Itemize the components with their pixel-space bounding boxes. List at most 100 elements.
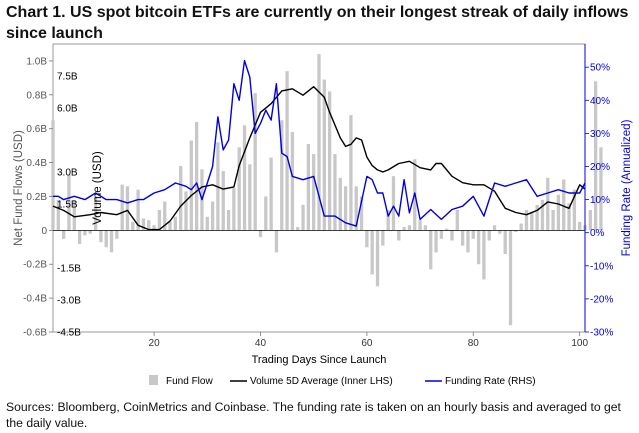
fund-flow-bar xyxy=(205,216,209,231)
fund-flow-bar xyxy=(519,223,523,231)
inner-tick-label: 6.0B xyxy=(57,104,78,115)
fund-flow-bar xyxy=(524,210,529,231)
fund-flow-bar xyxy=(290,132,295,231)
fund-flow-bar xyxy=(221,171,225,231)
fund-flow-bar xyxy=(152,225,156,231)
fund-flow-bar xyxy=(588,210,592,231)
x-axis-label: Trading Days Since Launch xyxy=(252,354,387,366)
fund-flow-bar xyxy=(508,230,513,326)
fund-flow-bar xyxy=(375,230,380,287)
left-tick-label: 0.4B xyxy=(26,158,47,169)
fund-flow-bar xyxy=(556,194,561,231)
fund-flow-bar xyxy=(567,203,571,231)
fund-flow-bar xyxy=(83,230,87,236)
fund-flow-bar xyxy=(296,226,300,231)
fund-flow-bar xyxy=(386,210,390,231)
fund-flow-bar xyxy=(365,230,369,248)
fund-flow-bar xyxy=(179,165,183,231)
right-tick-label: 50% xyxy=(590,63,610,74)
fund-flow-bar xyxy=(168,221,172,231)
inner-tick-label: -4.5B xyxy=(57,328,81,339)
fund-flow-bar xyxy=(535,204,539,231)
volume-5d-average-line xyxy=(52,86,586,231)
fund-flow-bar xyxy=(120,184,124,231)
fund-flow-bar xyxy=(402,226,406,231)
left-tick-label: -0.2B xyxy=(23,260,47,271)
fund-flow-bar xyxy=(333,154,337,231)
fund-flow-bar xyxy=(104,230,108,248)
fund-flow-bar xyxy=(599,147,603,231)
x-tick-label: 60 xyxy=(361,338,373,349)
fund-flow-bar xyxy=(232,188,236,231)
fund-flow-bar xyxy=(125,186,130,231)
inner-axis-label: Volume (USD) xyxy=(92,151,104,225)
fund-flow-bar xyxy=(551,210,555,231)
left-tick-label: 0 xyxy=(41,226,47,237)
fund-flow-bar xyxy=(317,54,321,231)
fund-flow-bar xyxy=(226,210,231,231)
fund-flow-bar xyxy=(56,199,60,231)
fund-flow-bar xyxy=(498,230,502,234)
fund-flow-bar xyxy=(349,115,353,231)
fund-flow-bar xyxy=(429,230,433,270)
fund-flow-bar xyxy=(460,230,465,246)
fund-flow-bar xyxy=(136,189,140,231)
inner-tick-label: -1.5B xyxy=(57,264,81,275)
right-tick-label: 0% xyxy=(590,228,605,239)
fund-flow-bar xyxy=(312,154,316,231)
fund-flow-bar xyxy=(280,120,284,231)
fund-flow-bar xyxy=(147,220,151,231)
fund-flow-bar xyxy=(141,218,146,231)
fund-flow-bar xyxy=(274,230,279,253)
inner-tick-label: -3.0B xyxy=(57,296,81,307)
right-tick-label: 10% xyxy=(590,195,610,206)
right-tick-label: 30% xyxy=(590,129,610,140)
fund-flow-bar xyxy=(381,230,385,246)
fund-flow-bar xyxy=(242,125,247,231)
legend: Fund Flow Volume 5D Average (Inner LHS) Fu… xyxy=(149,375,536,387)
left-tick-label: 0.6B xyxy=(26,124,47,135)
fund-flow-bar xyxy=(72,199,76,231)
fund-flow-bar xyxy=(423,225,428,231)
fund-flow-bar xyxy=(67,174,71,231)
fund-flow-bar xyxy=(306,143,311,231)
fund-flow-bar xyxy=(530,211,534,231)
fund-flow-bar xyxy=(88,230,92,234)
fund-flow-bar xyxy=(370,230,374,275)
axes: -0.6B -0.4B -0.2B 0 0.2B 0.4B 0.6B 0.8B 1.0B -4.5… xyxy=(13,44,633,366)
inner-tick-label: 1.5B xyxy=(57,200,78,211)
fund-flow-bars xyxy=(51,54,603,326)
fund-flow-bar xyxy=(210,201,215,231)
fund-flow-bar xyxy=(248,164,252,231)
left-tick-label: -0.4B xyxy=(23,294,47,305)
right-tick-label: 40% xyxy=(590,96,610,107)
fund-flow-bar xyxy=(418,220,422,231)
right-tick-label: -20% xyxy=(590,294,613,305)
fund-flow-bar xyxy=(455,210,459,231)
fund-flow-bar xyxy=(354,186,358,231)
fund-flow-bar xyxy=(482,230,486,280)
fund-flow-bar xyxy=(115,230,119,239)
legend-label-fund-flow: Fund Flow xyxy=(166,376,213,387)
fund-flow-bar xyxy=(434,230,438,253)
fund-flow-bar xyxy=(476,230,481,265)
fund-flow-bar xyxy=(540,199,545,231)
x-tick-label: 80 xyxy=(468,338,480,349)
fund-flow-bar xyxy=(163,201,167,231)
fund-flow-bar xyxy=(450,230,454,241)
left-axis-label: Net Fund Flows (USD) xyxy=(13,130,25,246)
inner-tick-label: 3.0B xyxy=(57,168,78,179)
series-lines xyxy=(52,59,586,231)
fund-flow-bar xyxy=(546,177,550,231)
x-tick-label: 100 xyxy=(571,338,588,349)
fund-flow-bar xyxy=(51,120,55,231)
fund-flow-bar xyxy=(189,140,193,231)
fund-flow-bar xyxy=(514,230,518,233)
fund-flow-bar xyxy=(471,230,475,239)
fund-flow-bar xyxy=(359,196,364,231)
source-note: Sources: Bloomberg, CoinMetrics and Coin… xyxy=(6,400,621,430)
fund-flow-bar xyxy=(445,228,449,231)
right-tick-label: -10% xyxy=(590,261,613,272)
fund-flow-bar xyxy=(184,191,188,231)
